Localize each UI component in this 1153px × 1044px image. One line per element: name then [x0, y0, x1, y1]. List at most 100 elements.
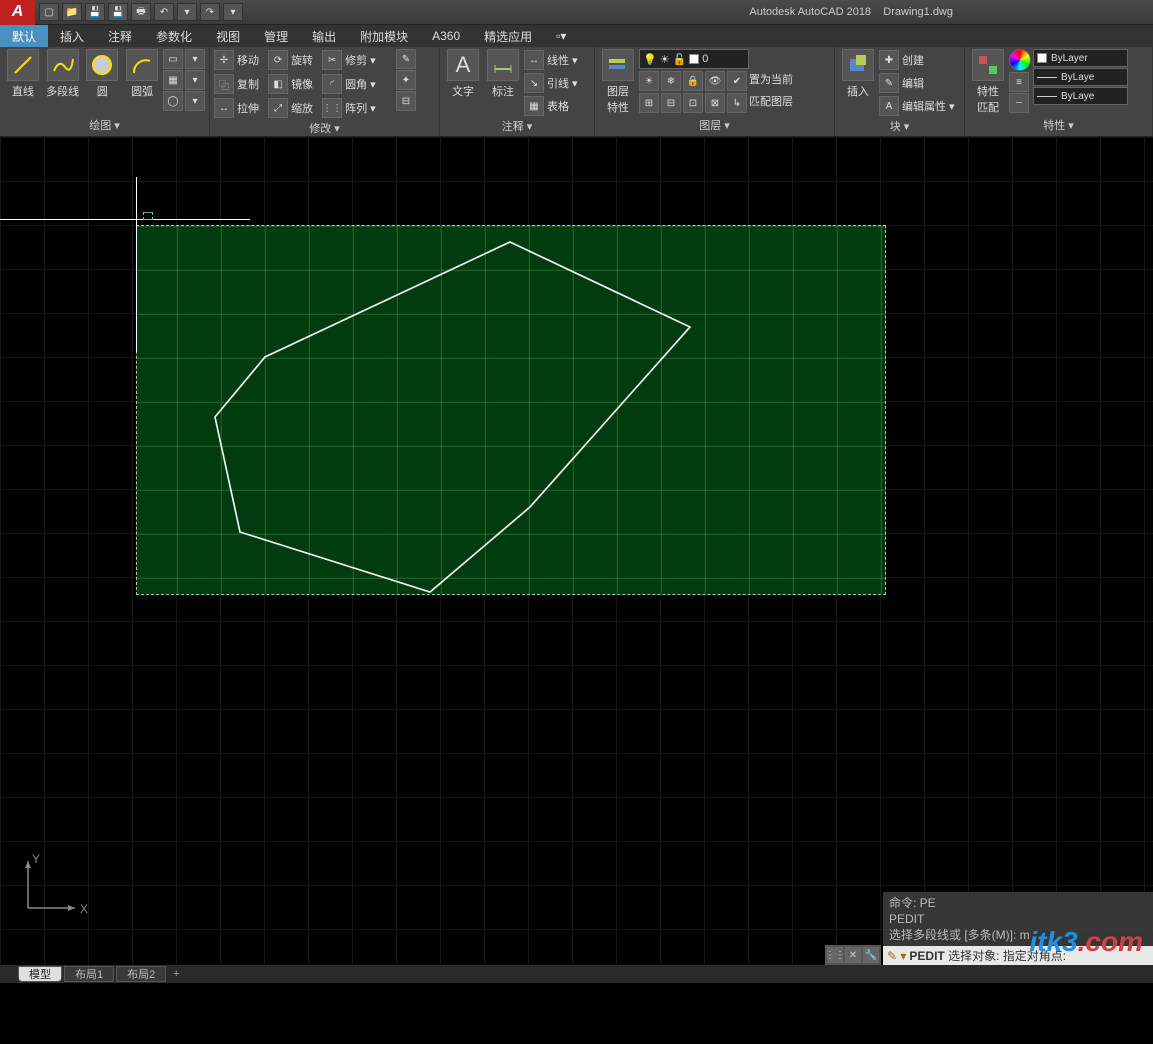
leader-icon[interactable]: ↘	[524, 73, 544, 93]
layer-icon[interactable]: ⊟	[661, 93, 681, 113]
tab-addins[interactable]: 附加模块	[348, 25, 420, 47]
tab-parametric[interactable]: 参数化	[144, 25, 204, 47]
app-logo[interactable]: A	[0, 0, 35, 25]
cmd-hist-line: PEDIT	[889, 911, 1147, 927]
lineweight-combo[interactable]: ByLaye	[1033, 68, 1128, 86]
lineweight-icon[interactable]: ≡	[1009, 72, 1029, 92]
qat-redo-icon[interactable]: ↷	[200, 3, 220, 21]
rect-icon[interactable]: ▭	[163, 49, 183, 69]
panel-layer-label[interactable]: 图层 ▾	[599, 116, 830, 134]
ellipse-icon[interactable]: ◯	[163, 91, 183, 111]
create-block-icon[interactable]: ✚	[879, 50, 899, 70]
watermark: itk3.com	[1029, 926, 1143, 958]
qat-redo-drop-icon[interactable]: ▾	[223, 3, 243, 21]
rotate-label: 旋转	[291, 52, 313, 68]
layer-combo[interactable]: 💡☀🔓 0	[639, 49, 749, 69]
tab-default[interactable]: 默认	[0, 25, 48, 47]
text-button[interactable]: A 文字	[444, 49, 482, 99]
edit-attr-icon[interactable]: A	[879, 96, 899, 116]
arc-button[interactable]: 圆弧	[123, 49, 161, 99]
polyline-button[interactable]: 多段线	[44, 49, 82, 99]
rotate-icon[interactable]: ⟳	[268, 50, 288, 70]
tab-layout1[interactable]: 布局1	[64, 966, 114, 982]
trim-label: 修剪	[345, 52, 367, 68]
tab-a360[interactable]: A360	[420, 25, 472, 47]
match-properties-button[interactable]: 特性 匹配	[969, 49, 1007, 115]
layer-icon[interactable]: 🔒	[683, 71, 703, 91]
linetype-combo[interactable]: ByLaye	[1033, 87, 1128, 105]
dropdown-icon[interactable]: ▾	[185, 70, 205, 90]
tab-manage[interactable]: 管理	[252, 25, 300, 47]
copy-icon[interactable]: ⿻	[214, 74, 234, 94]
lineweight-value: ByLaye	[1061, 72, 1094, 83]
explode-icon[interactable]: ✦	[396, 70, 416, 90]
tab-layout2[interactable]: 布局2	[116, 966, 166, 982]
edit-attr-label: 编辑属性	[902, 98, 946, 114]
layer-icon[interactable]: ❄	[661, 71, 681, 91]
color-combo[interactable]: ByLayer	[1033, 49, 1128, 67]
qat-new-icon[interactable]: ▢	[39, 3, 59, 21]
panel-properties-label[interactable]: 特性 ▾	[969, 116, 1148, 134]
drawing-area[interactable]: X Y ⋮⋮ ✕ 🔧 命令: PE PEDIT 选择多段线或 [多条(M)]: …	[0, 137, 1153, 983]
qat-open-icon[interactable]: 📁	[62, 3, 82, 21]
panel-modify-label[interactable]: 修改 ▾	[214, 119, 435, 137]
fillet-icon[interactable]: ◜	[322, 74, 342, 94]
move-icon[interactable]: ✢	[214, 50, 234, 70]
edit-block-icon[interactable]: ✎	[879, 73, 899, 93]
cmd-config-icon[interactable]: 🔧	[863, 947, 879, 963]
qat-undo-drop-icon[interactable]: ▾	[177, 3, 197, 21]
cmd-close-icon[interactable]: ✕	[845, 947, 861, 963]
qat-saveas-icon[interactable]: 💾	[108, 3, 128, 21]
layer-properties-button[interactable]: 图层 特性	[599, 49, 637, 115]
layer-icon[interactable]: ⊡	[683, 93, 703, 113]
lt-preview	[1037, 96, 1057, 97]
polyline-icon	[47, 49, 79, 81]
dropdown-icon[interactable]: ▾	[185, 91, 205, 111]
panel-block-label[interactable]: 块 ▾	[839, 117, 960, 135]
selection-grid	[137, 226, 885, 594]
dimension-button[interactable]: 标注	[484, 49, 522, 99]
trim-icon[interactable]: ✂	[322, 50, 342, 70]
copy-label: 复制	[237, 76, 259, 92]
layer-icon[interactable]: ⊠	[705, 93, 725, 113]
layer-properties-label: 图层 特性	[607, 83, 629, 115]
tab-output[interactable]: 输出	[300, 25, 348, 47]
array-icon[interactable]: ⋮⋮	[322, 98, 342, 118]
layer-color-swatch	[689, 54, 699, 64]
layer-icon[interactable]: ⊞	[639, 93, 659, 113]
color-wheel-icon[interactable]	[1009, 49, 1031, 71]
line-button[interactable]: 直线	[4, 49, 42, 99]
mirror-icon[interactable]: ◧	[268, 74, 288, 94]
stretch-icon[interactable]: ↔	[214, 98, 234, 118]
match-layer-icon[interactable]: ↳	[727, 93, 747, 113]
offset-icon[interactable]: ⊟	[396, 91, 416, 111]
erase-icon[interactable]: ✎	[396, 49, 416, 69]
tab-model[interactable]: 模型	[18, 966, 62, 982]
layer-icon[interactable]: ☀	[639, 71, 659, 91]
scale-icon[interactable]: ⤢	[268, 98, 288, 118]
table-icon[interactable]: ▦	[524, 96, 544, 116]
panel-draw-label[interactable]: 绘图 ▾	[4, 116, 205, 134]
qat-save-icon[interactable]: 💾	[85, 3, 105, 21]
tab-overflow[interactable]: ▫▾	[544, 25, 578, 47]
tab-insert[interactable]: 插入	[48, 25, 96, 47]
tab-view[interactable]: 视图	[204, 25, 252, 47]
qat-plot-icon[interactable]: 🖶	[131, 3, 151, 21]
leader-label: 引线	[547, 75, 569, 91]
panel-annotate-label[interactable]: 注释 ▾	[444, 117, 590, 135]
circle-button[interactable]: 圆	[84, 49, 122, 99]
tab-featured[interactable]: 精选应用	[472, 25, 544, 47]
linetype-icon[interactable]: ┄	[1009, 93, 1029, 113]
dropdown-icon[interactable]: ▾	[185, 49, 205, 69]
tab-annotate[interactable]: 注释	[96, 25, 144, 47]
insert-button[interactable]: 插入	[839, 49, 877, 99]
hatch-icon[interactable]: ▦	[163, 70, 183, 90]
make-current-icon[interactable]: ✔	[727, 71, 747, 91]
linear-icon[interactable]: ↔	[524, 50, 544, 70]
qat-undo-icon[interactable]: ↶	[154, 3, 174, 21]
panel-modify: ✢移动 ⟳旋转 ✂修剪 ▾ ⿻复制 ◧镜像 ◜圆角 ▾ ↔拉伸 ⤢缩放 ⋮⋮阵列…	[210, 47, 440, 136]
add-layout-button[interactable]: +	[168, 968, 184, 980]
layer-icon[interactable]: 👁	[705, 71, 725, 91]
cmd-handle-icon[interactable]: ⋮⋮	[827, 947, 843, 963]
quick-access-toolbar: ▢ 📁 💾 💾 🖶 ↶ ▾ ↷ ▾	[39, 3, 243, 21]
